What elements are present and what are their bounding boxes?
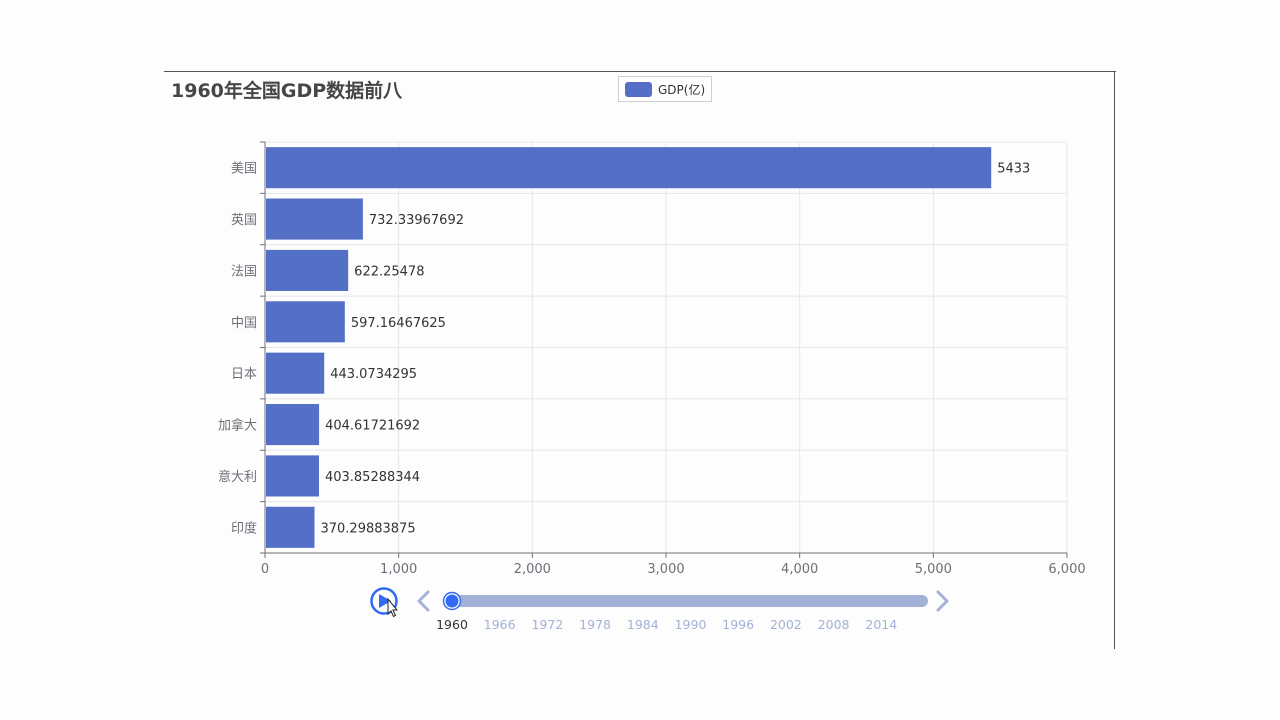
labels-layer: 5433 732.33967692 622.25478 597.16467625 443… bbox=[320, 162, 1030, 537]
mouse-cursor-icon bbox=[387, 597, 399, 618]
legend-swatch bbox=[625, 81, 652, 97]
frame-border bbox=[164, 71, 1116, 72]
bar[interactable] bbox=[266, 455, 319, 497]
bar[interactable] bbox=[266, 301, 345, 343]
y-tick-label: 日本 bbox=[231, 367, 257, 382]
timeline-label[interactable]: 1990 bbox=[675, 617, 707, 632]
x-tick-label: 0 bbox=[261, 562, 269, 577]
y-tick-label: 法国 bbox=[231, 264, 257, 279]
bar[interactable] bbox=[266, 198, 363, 240]
data-label: 403.85288344 bbox=[325, 470, 420, 485]
legend-label: GDP(亿) bbox=[658, 82, 706, 97]
chevron-left-icon[interactable] bbox=[417, 590, 430, 612]
frame-border bbox=[1114, 71, 1115, 649]
bar[interactable] bbox=[266, 352, 325, 394]
bars-layer bbox=[266, 147, 992, 548]
grid-layer bbox=[265, 141, 1068, 554]
y-tick-label: 印度 bbox=[231, 520, 257, 536]
data-label: 443.0734295 bbox=[330, 367, 417, 382]
chart-title: 1960年全国GDP数据前八 bbox=[171, 80, 403, 102]
bar[interactable] bbox=[266, 506, 315, 548]
bar[interactable] bbox=[266, 249, 349, 291]
timeline: 1960 1966 1972 1978 1984 1990 1996 2002 2008 2014 bbox=[370, 587, 949, 632]
timeline-label[interactable]: 1996 bbox=[722, 617, 754, 632]
timeline-label[interactable]: 1960 bbox=[436, 617, 468, 632]
timeline-label[interactable]: 2002 bbox=[770, 617, 802, 632]
chevron-right-icon[interactable] bbox=[936, 590, 949, 612]
bar[interactable] bbox=[266, 147, 992, 189]
data-label: 370.29883875 bbox=[320, 521, 415, 536]
play-icon bbox=[379, 594, 391, 608]
legend[interactable]: GDP(亿) bbox=[618, 76, 713, 102]
data-label: 732.33967692 bbox=[369, 213, 464, 228]
x-tick-label: 3,000 bbox=[647, 562, 684, 577]
axis-layer: 0 1,000 2,000 3,000 4,000 5,000 6,000 美国英国法国中国日… bbox=[218, 141, 1086, 577]
y-tick-label: 意大利 bbox=[218, 469, 257, 485]
x-tick-label: 2,000 bbox=[514, 562, 551, 577]
y-tick-label: 英国 bbox=[231, 213, 257, 228]
y-tick-label: 中国 bbox=[231, 316, 257, 331]
data-label: 622.25478 bbox=[354, 264, 424, 279]
timeline-label[interactable]: 2008 bbox=[818, 617, 850, 632]
data-label: 404.61721692 bbox=[325, 419, 420, 434]
x-tick-label: 6,000 bbox=[1048, 562, 1085, 577]
y-tick-label: 美国 bbox=[231, 162, 257, 177]
x-tick-label: 5,000 bbox=[915, 562, 952, 577]
timeline-active-node[interactable] bbox=[445, 594, 459, 608]
data-label: 5433 bbox=[997, 162, 1030, 177]
y-tick-label: 加拿大 bbox=[218, 418, 257, 434]
timeline-label[interactable]: 1984 bbox=[627, 617, 659, 632]
timeline-label[interactable]: 1972 bbox=[531, 617, 563, 632]
x-tick-label: 4,000 bbox=[781, 562, 818, 577]
bar[interactable] bbox=[266, 404, 320, 446]
timeline-label[interactable]: 1978 bbox=[579, 617, 611, 632]
data-label: 597.16467625 bbox=[351, 316, 446, 331]
timeline-label[interactable]: 2014 bbox=[865, 617, 897, 632]
timeline-label[interactable]: 1966 bbox=[484, 617, 516, 632]
x-tick-label: 1,000 bbox=[380, 562, 417, 577]
